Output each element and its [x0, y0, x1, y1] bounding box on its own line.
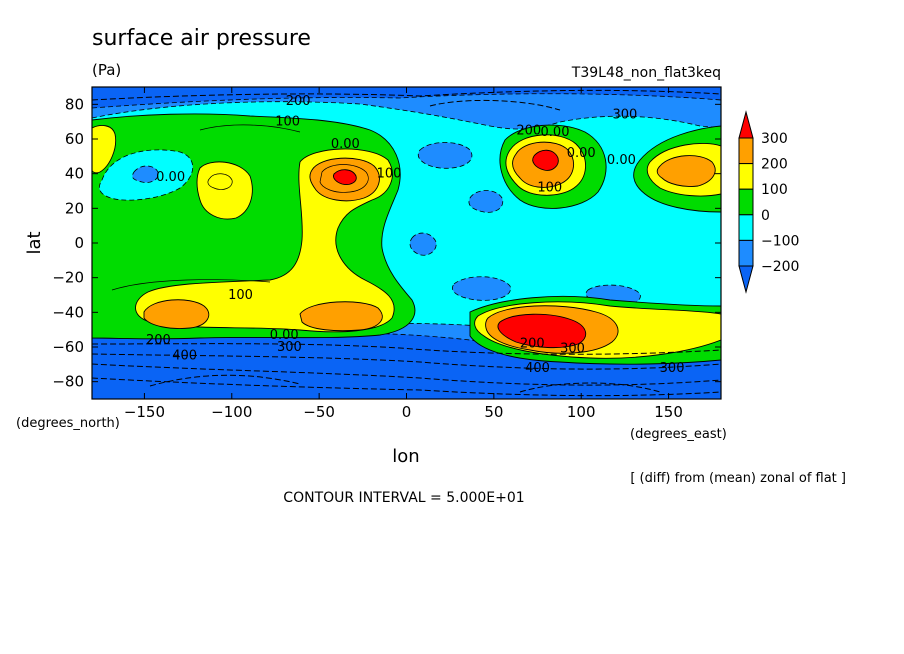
y-axis: −80 −60 −40 −20 0 20 40 60 80 — [52, 95, 721, 391]
colorbar-segment — [738, 137, 754, 165]
contour-label: 0.00 — [607, 153, 636, 168]
x-tick-label: −50 — [303, 403, 335, 421]
contour-label: 0.00 — [541, 125, 570, 140]
contour-label: 0.00 — [270, 328, 299, 343]
contour-label: 400 — [525, 361, 550, 376]
band-zero-pocket-inner — [132, 165, 159, 183]
colorbar: −200 −100 0 100 200 300 — [738, 110, 799, 294]
contour-label: 300 — [277, 340, 302, 355]
colorbar-label: −200 — [761, 259, 799, 275]
contour-label: 100 — [275, 115, 300, 130]
contour-label: 0.00 — [156, 170, 185, 185]
chart-title: surface air pressure — [92, 26, 311, 51]
x-units-label: (degrees_east) — [630, 427, 727, 442]
y-tick-label: 60 — [65, 130, 84, 148]
band-300 — [333, 149, 587, 349]
x-tick-label: 150 — [654, 403, 683, 421]
contour-label: 0.00 — [567, 146, 596, 161]
x-tick-label: 0 — [402, 403, 412, 421]
colorbar-segment — [738, 188, 754, 216]
x-tick-label: 100 — [567, 403, 596, 421]
experiment-label: T39L48_non_flat3keq — [571, 65, 721, 81]
colorbar-label: 200 — [761, 157, 788, 173]
contour-label: 0.00 — [331, 137, 360, 152]
colorbar-label: 100 — [761, 182, 788, 198]
colorbar-bottom-arrow — [738, 265, 754, 294]
contour-label: 300 — [660, 361, 685, 376]
contour-label: 300 — [612, 108, 637, 123]
x-tick-label: −100 — [211, 403, 252, 421]
colorbar-label: 300 — [761, 131, 788, 147]
x-tick-label: 50 — [484, 403, 503, 421]
y-tick-label: −60 — [52, 338, 84, 356]
y-tick-label: 0 — [74, 234, 84, 252]
y-tick-label: −80 — [52, 373, 84, 391]
y-tick-label: 40 — [65, 165, 84, 183]
contour-label: 200 — [516, 123, 541, 138]
colorbar-label: −100 — [761, 233, 799, 249]
x-axis-title: lon — [392, 446, 419, 467]
negative-contours — [92, 89, 721, 397]
colorbar-top-arrow — [738, 110, 754, 139]
positive-contours — [111, 124, 369, 291]
contour-label: 100 — [377, 167, 402, 182]
contour-label: 200 — [286, 94, 311, 109]
units-label: (Pa) — [92, 61, 121, 79]
contour-interval-label: CONTOUR INTERVAL = 5.000E+01 — [283, 490, 524, 506]
contour-label: 200 — [146, 333, 171, 348]
x-tick-label: −150 — [124, 403, 165, 421]
y-tick-label: −20 — [52, 269, 84, 287]
colorbar-label: 0 — [761, 208, 770, 224]
contour-label: 400 — [172, 349, 197, 364]
y-axis-title: lat — [24, 231, 45, 254]
contour-label: 200 — [520, 337, 545, 352]
y-tick-label: −40 — [52, 303, 84, 321]
contour-label: 100 — [228, 288, 253, 303]
difference-note: [ (diff) from (mean) zonal of flat ] — [630, 471, 846, 486]
x-axis: −150 −100 −50 0 50 100 150 — [124, 87, 683, 421]
colorbar-segment — [738, 239, 754, 267]
contour-label: 300 — [560, 342, 585, 357]
contour-label: 100 — [537, 181, 562, 196]
colorbar-segment — [738, 214, 754, 241]
y-tick-label: 20 — [65, 199, 84, 217]
y-units-label: (degrees_north) — [16, 416, 120, 431]
y-tick-label: 80 — [65, 95, 84, 113]
colorbar-segment — [738, 163, 754, 190]
